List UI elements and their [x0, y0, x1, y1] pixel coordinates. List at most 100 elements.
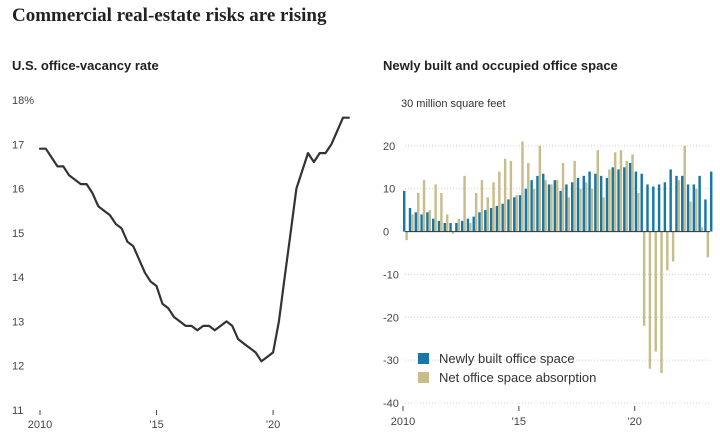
bar-absorption — [689, 201, 692, 232]
bar-newly-built — [501, 203, 504, 232]
bar-absorption — [457, 218, 460, 232]
bar-newly-built — [403, 190, 406, 232]
legend: Newly built office space Net office spac… — [418, 349, 596, 387]
bar-absorption — [492, 182, 495, 232]
legend-swatch-absorption — [418, 372, 429, 383]
bar-newly-built — [681, 175, 684, 232]
bar-newly-built — [576, 178, 580, 232]
bar-y-tick-label: -30 — [383, 355, 399, 367]
bar-newly-built — [710, 171, 713, 232]
bar-newly-built — [698, 175, 701, 232]
bar-absorption — [469, 223, 472, 232]
bar-newly-built — [443, 223, 446, 232]
vacancy-y-tick-label: 11 — [12, 405, 23, 417]
office-space-bar-chart: 30 million square feet20100-10-20-30-402… — [383, 98, 713, 428]
bar-absorption — [445, 214, 449, 232]
bar-newly-built — [460, 220, 464, 232]
bar-newly-built — [628, 163, 632, 232]
bar-absorption — [567, 197, 571, 232]
bar-newly-built — [513, 197, 516, 232]
bar-absorption — [666, 231, 669, 271]
bar-absorption — [521, 141, 524, 232]
bar-newly-built — [657, 184, 661, 232]
bar-absorption — [619, 150, 623, 232]
bar-absorption — [602, 197, 605, 232]
bar-y-tick-label: -10 — [383, 269, 399, 281]
bar-newly-built — [553, 180, 557, 232]
bar-absorption — [700, 227, 704, 232]
bar-absorption — [648, 231, 652, 369]
bar-absorption — [585, 182, 588, 232]
bar-absorption — [556, 180, 559, 232]
bar-newly-built — [466, 218, 470, 232]
bar-newly-built — [536, 175, 539, 232]
vacancy-chart-title: U.S. office-vacancy rate — [12, 58, 159, 73]
bar-absorption — [411, 214, 414, 232]
bar-newly-built — [455, 223, 458, 232]
bar-absorption — [706, 231, 710, 258]
bar-newly-built — [663, 182, 667, 232]
bar-absorption — [474, 193, 478, 232]
bar-newly-built — [634, 171, 638, 232]
bar-absorption — [480, 180, 484, 232]
bar-absorption — [683, 145, 686, 232]
vacancy-y-tick-label: 13 — [12, 316, 24, 328]
bar-x-tick-label: '15 — [512, 416, 526, 428]
bar-newly-built — [530, 180, 533, 232]
bar-newly-built — [565, 184, 568, 232]
bar-absorption — [428, 210, 432, 232]
bar-newly-built — [484, 210, 487, 232]
bar-y-tick-label: -20 — [383, 312, 399, 324]
bar-absorption — [596, 150, 600, 232]
bar-newly-built — [495, 205, 499, 232]
bar-absorption — [538, 145, 542, 232]
bar-newly-built — [652, 186, 655, 232]
bar-y-tick-label: -40 — [383, 398, 399, 410]
bar-absorption — [498, 171, 501, 232]
bar-y-tick-label: 20 — [383, 141, 395, 153]
bar-newly-built — [472, 216, 475, 232]
bar-absorption — [561, 163, 565, 232]
bar-absorption — [637, 193, 640, 232]
bar-newly-built — [646, 184, 649, 232]
legend-item-newly-built: Newly built office space — [418, 349, 596, 368]
bar-newly-built — [675, 175, 678, 232]
bar-newly-built — [605, 178, 609, 232]
legend-label-newly-built: Newly built office space — [439, 351, 575, 366]
bar-absorption — [550, 184, 553, 232]
bar-absorption — [405, 231, 408, 241]
bar-newly-built — [588, 171, 591, 232]
bar-newly-built — [704, 199, 707, 232]
bar-newly-built — [640, 173, 643, 232]
bar-newly-built — [408, 208, 412, 232]
bar-newly-built — [669, 169, 672, 232]
bar-newly-built — [559, 190, 562, 232]
vacancy-rate-line — [38, 116, 350, 363]
bar-absorption — [642, 231, 646, 326]
bar-newly-built — [489, 208, 493, 232]
bar-absorption — [509, 160, 513, 232]
bar-absorption — [579, 188, 582, 232]
bar-absorption — [677, 180, 681, 232]
legend-swatch-newly-built — [418, 353, 429, 364]
bar-unit-label: 30 million square feet — [401, 98, 506, 110]
bar-newly-built — [449, 223, 452, 232]
vacancy-line-chart: 18% 17 16 15 14 13 12 11 2010 '15 '20 — [12, 95, 350, 431]
bar-newly-built — [518, 195, 522, 232]
bar-newly-built — [599, 175, 603, 232]
vacancy-y-tick-label: 15 — [12, 228, 24, 240]
bar-absorption — [660, 231, 663, 373]
bar-y-tick-label: 0 — [383, 227, 389, 239]
vacancy-y-tick-label: 18% — [12, 95, 34, 107]
office-space-chart-title: Newly built and occupied office space — [383, 58, 618, 73]
bar-newly-built — [623, 167, 626, 232]
bar-absorption — [503, 158, 507, 232]
bar-newly-built — [420, 214, 423, 232]
bar-absorption — [486, 197, 489, 232]
vacancy-x-tick-label: '20 — [266, 419, 280, 431]
bar-absorption — [451, 231, 455, 234]
vacancy-y-tick-label: 12 — [12, 361, 24, 373]
bar-absorption — [608, 169, 611, 232]
vacancy-y-tick-label: 14 — [12, 272, 24, 284]
